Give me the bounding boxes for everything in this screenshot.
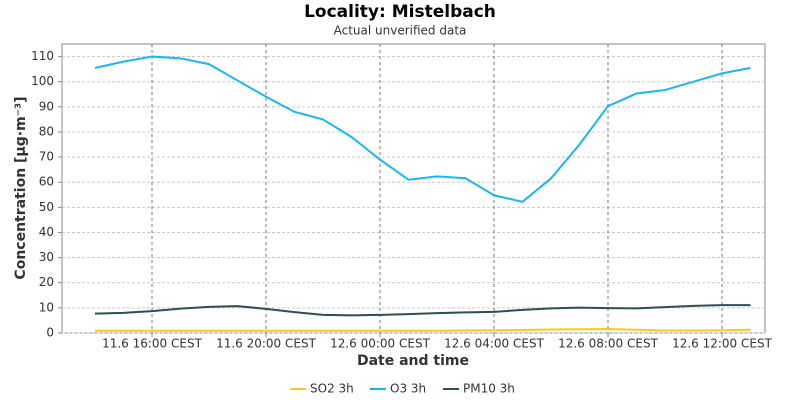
y-tick-label: 60 bbox=[39, 175, 54, 189]
x-axis-title: Date and time bbox=[357, 353, 469, 369]
data-line bbox=[94, 55, 751, 203]
plot-frame bbox=[61, 43, 766, 334]
y-tick-label: 70 bbox=[39, 150, 54, 164]
chart-title: Locality: Mistelbach bbox=[304, 2, 496, 22]
y-tick-label: 80 bbox=[39, 124, 54, 138]
y-tick-label: 10 bbox=[39, 300, 54, 314]
y-tick-label: 90 bbox=[39, 99, 54, 113]
x-tick-label: 12.6 12:00 CEST bbox=[672, 337, 773, 351]
legend-label: O3 3h bbox=[390, 382, 426, 396]
y-axis-title: Concentration [µg·m⁻³] bbox=[13, 96, 29, 279]
x-tick-label: 12.6 08:00 CEST bbox=[558, 337, 659, 351]
y-tick-label: 110 bbox=[31, 49, 54, 63]
x-tick-label: 12.6 04:00 CEST bbox=[444, 337, 545, 351]
y-tick-label: 50 bbox=[39, 200, 54, 214]
y-tick-label: 30 bbox=[39, 250, 54, 264]
legend-label: PM10 3h bbox=[463, 382, 515, 396]
data-line bbox=[94, 304, 751, 317]
y-tick-label: 0 bbox=[46, 326, 54, 340]
data-line bbox=[95, 327, 751, 332]
y-tick-label: 20 bbox=[39, 275, 54, 289]
x-tick-label: 11.6 16:00 CEST bbox=[102, 337, 203, 351]
chart-subtitle: Actual unverified data bbox=[334, 24, 467, 38]
y-tick-label: 40 bbox=[39, 225, 54, 239]
y-tick-label: 100 bbox=[31, 74, 54, 88]
x-tick-label: 12.6 00:00 CEST bbox=[330, 337, 431, 351]
x-tick-label: 11.6 20:00 CEST bbox=[216, 337, 317, 351]
legend-label: SO2 3h bbox=[310, 382, 354, 396]
